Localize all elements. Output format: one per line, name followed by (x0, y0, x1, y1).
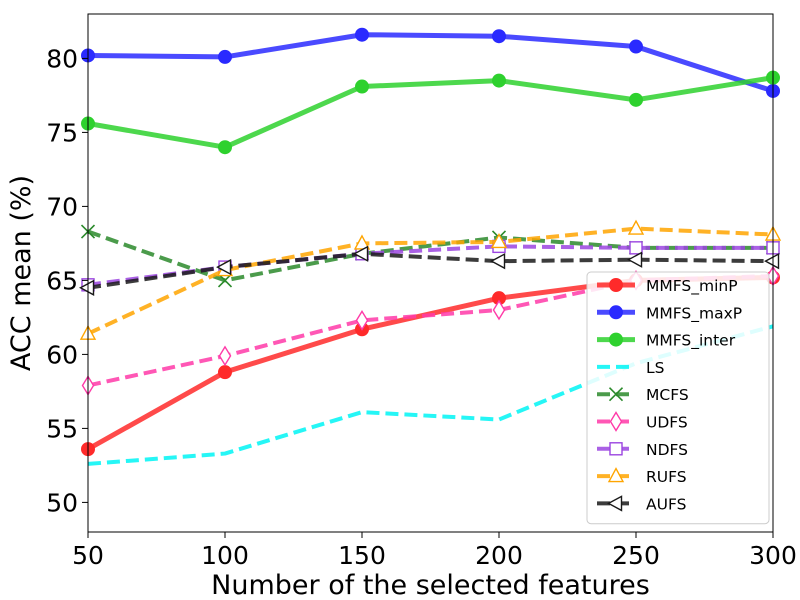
y-tick-label: 50 (46, 488, 78, 517)
series-line (87, 251, 774, 290)
axes-layer: 50 100 150 200 250 300 50 55 60 65 70 75 80 (46, 44, 797, 570)
data-point (353, 245, 369, 262)
legend-marker (609, 332, 623, 347)
legend-label: MMFS_inter (646, 332, 736, 351)
plot-frame (87, 13, 774, 533)
data-point (218, 140, 232, 155)
legend-marker (608, 387, 624, 402)
legend-item: MMFS_minP (597, 277, 738, 296)
data-point (629, 39, 643, 54)
legend-label: UDFS (646, 414, 688, 432)
legend-marker (609, 305, 623, 320)
y-tick-label: 70 (46, 192, 78, 221)
x-tick-label: 200 (475, 541, 523, 570)
data-point (355, 27, 369, 42)
legend-label: MCFS (646, 386, 689, 404)
series-mmfs_maxp (81, 27, 780, 98)
data-point (216, 258, 232, 276)
legend: MMFS_minP MMFS_maxP MMFS_inter LS MCFS UDFS ND… (586, 271, 770, 525)
y-tick-label: 80 (46, 44, 78, 73)
legend-label: RUFS (646, 468, 687, 486)
legend-item: LS (597, 359, 664, 377)
data-point (492, 73, 506, 88)
data-point (490, 232, 508, 249)
legend-item: RUFS (597, 467, 687, 486)
data-point (492, 299, 506, 321)
legend-item: AUFS (597, 495, 686, 513)
legend-label: LS (646, 359, 664, 377)
legend-marker (607, 467, 625, 483)
series-line (87, 226, 774, 336)
x-tick-label: 250 (612, 541, 660, 570)
data-point (218, 345, 232, 367)
series-line (87, 32, 774, 94)
x-tick-label: 50 (72, 541, 104, 570)
data-point (492, 29, 506, 44)
legend-marker (607, 495, 623, 512)
legend-box (586, 271, 770, 525)
legend-label: MMFS_minP (646, 277, 738, 296)
x-tick-label: 150 (338, 541, 386, 570)
data-point (629, 241, 643, 255)
legend-label: AUFS (646, 495, 686, 513)
x-tick-label: 100 (201, 541, 249, 570)
data-point (353, 234, 371, 250)
data-point (218, 365, 232, 380)
legend-item: MMFS_maxP (597, 304, 742, 323)
legend-item: NDFS (597, 441, 688, 459)
data-point (629, 92, 643, 107)
legend-marker (609, 278, 623, 292)
data-point (764, 252, 780, 270)
data-point (218, 49, 232, 64)
y-axis-label: ACC mean (%) (6, 175, 37, 371)
series-aufs (79, 245, 780, 296)
y-tick-label: 55 (46, 414, 78, 443)
y-tick-label: 65 (46, 266, 78, 295)
data-point (355, 310, 369, 331)
legend-label: MMFS_maxP (646, 304, 742, 323)
y-tick-label: 75 (46, 118, 78, 147)
legend-marker (609, 442, 623, 456)
x-axis-label: Number of the selected features (211, 570, 650, 600)
legend-item: UDFS (597, 411, 688, 432)
series-line (87, 75, 774, 150)
y-tick-label: 60 (46, 340, 78, 369)
data-point (355, 79, 369, 94)
data-point (79, 279, 95, 296)
legend-item: MCFS (597, 386, 689, 404)
legend-label: NDFS (646, 441, 688, 459)
data-point (627, 251, 643, 268)
legend-item: MMFS_inter (597, 332, 736, 351)
data-point (490, 252, 506, 270)
legend-marker (609, 411, 623, 432)
x-tick-label: 300 (749, 541, 797, 570)
data-point (627, 219, 645, 235)
